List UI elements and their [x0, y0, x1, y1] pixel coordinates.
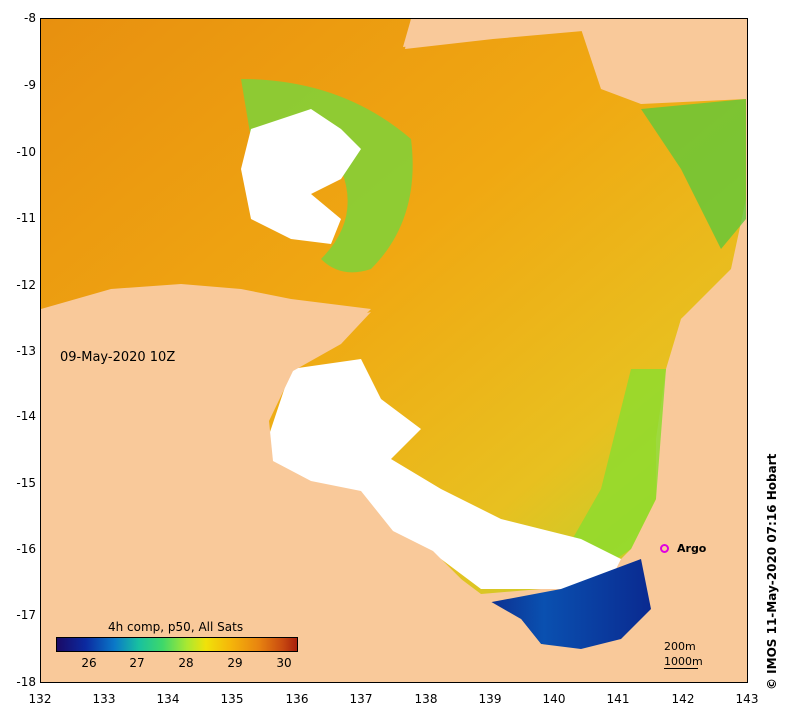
- cool-water: [436, 559, 651, 649]
- colorbar-tick: 29: [227, 656, 243, 670]
- x-tick: 133: [92, 692, 116, 706]
- argo-marker-icon: [660, 544, 669, 553]
- x-tick: 142: [671, 692, 695, 706]
- sst-map-canvas: [41, 19, 747, 682]
- green-east: [641, 99, 746, 249]
- y-tick: -18: [16, 675, 36, 689]
- credit-text: © IMOS 11-May-2020 07:16 Hobart: [765, 453, 779, 690]
- y-tick: -11: [16, 211, 36, 225]
- y-tick: -8: [24, 11, 36, 25]
- y-tick: -9: [24, 78, 36, 92]
- y-tick: -14: [16, 409, 36, 423]
- green-south: [561, 369, 666, 569]
- sst-map: [40, 18, 748, 683]
- land-pen: [733, 216, 747, 682]
- scale-line: [664, 668, 698, 669]
- cloud-south: [261, 359, 621, 589]
- colorbar-tick: 27: [129, 656, 145, 670]
- y-tick: -16: [16, 542, 36, 556]
- x-tick: 139: [478, 692, 502, 706]
- x-tick: 136: [285, 692, 309, 706]
- y-tick: -17: [16, 608, 36, 622]
- argo-label: Argo: [677, 542, 707, 555]
- scale-1000-label: 1000m: [664, 655, 703, 668]
- land-west: [41, 216, 747, 682]
- scale-200-label: 200m: [664, 640, 696, 653]
- colorbar-title: 4h comp, p50, All Sats: [108, 620, 244, 634]
- y-tick: -10: [16, 145, 36, 159]
- colorbar-tick: 28: [178, 656, 194, 670]
- y-tick: -15: [16, 476, 36, 490]
- x-tick: 143: [735, 692, 759, 706]
- cloud-north: [241, 109, 361, 244]
- x-tick: 141: [606, 692, 630, 706]
- sea-area: [41, 19, 746, 594]
- land-north: [405, 19, 746, 102]
- x-tick: 140: [542, 692, 566, 706]
- colorbar-tick: 26: [81, 656, 97, 670]
- x-tick: 135: [220, 692, 244, 706]
- colorbar: [56, 637, 298, 652]
- x-tick: 138: [414, 692, 438, 706]
- x-tick: 137: [349, 692, 373, 706]
- y-tick: -13: [16, 344, 36, 358]
- x-tick: 132: [28, 692, 52, 706]
- y-tick: -12: [16, 278, 36, 292]
- date-label: 09-May-2020 10Z: [60, 350, 176, 365]
- colorbar-tick: 30: [276, 656, 292, 670]
- x-tick: 134: [156, 692, 180, 706]
